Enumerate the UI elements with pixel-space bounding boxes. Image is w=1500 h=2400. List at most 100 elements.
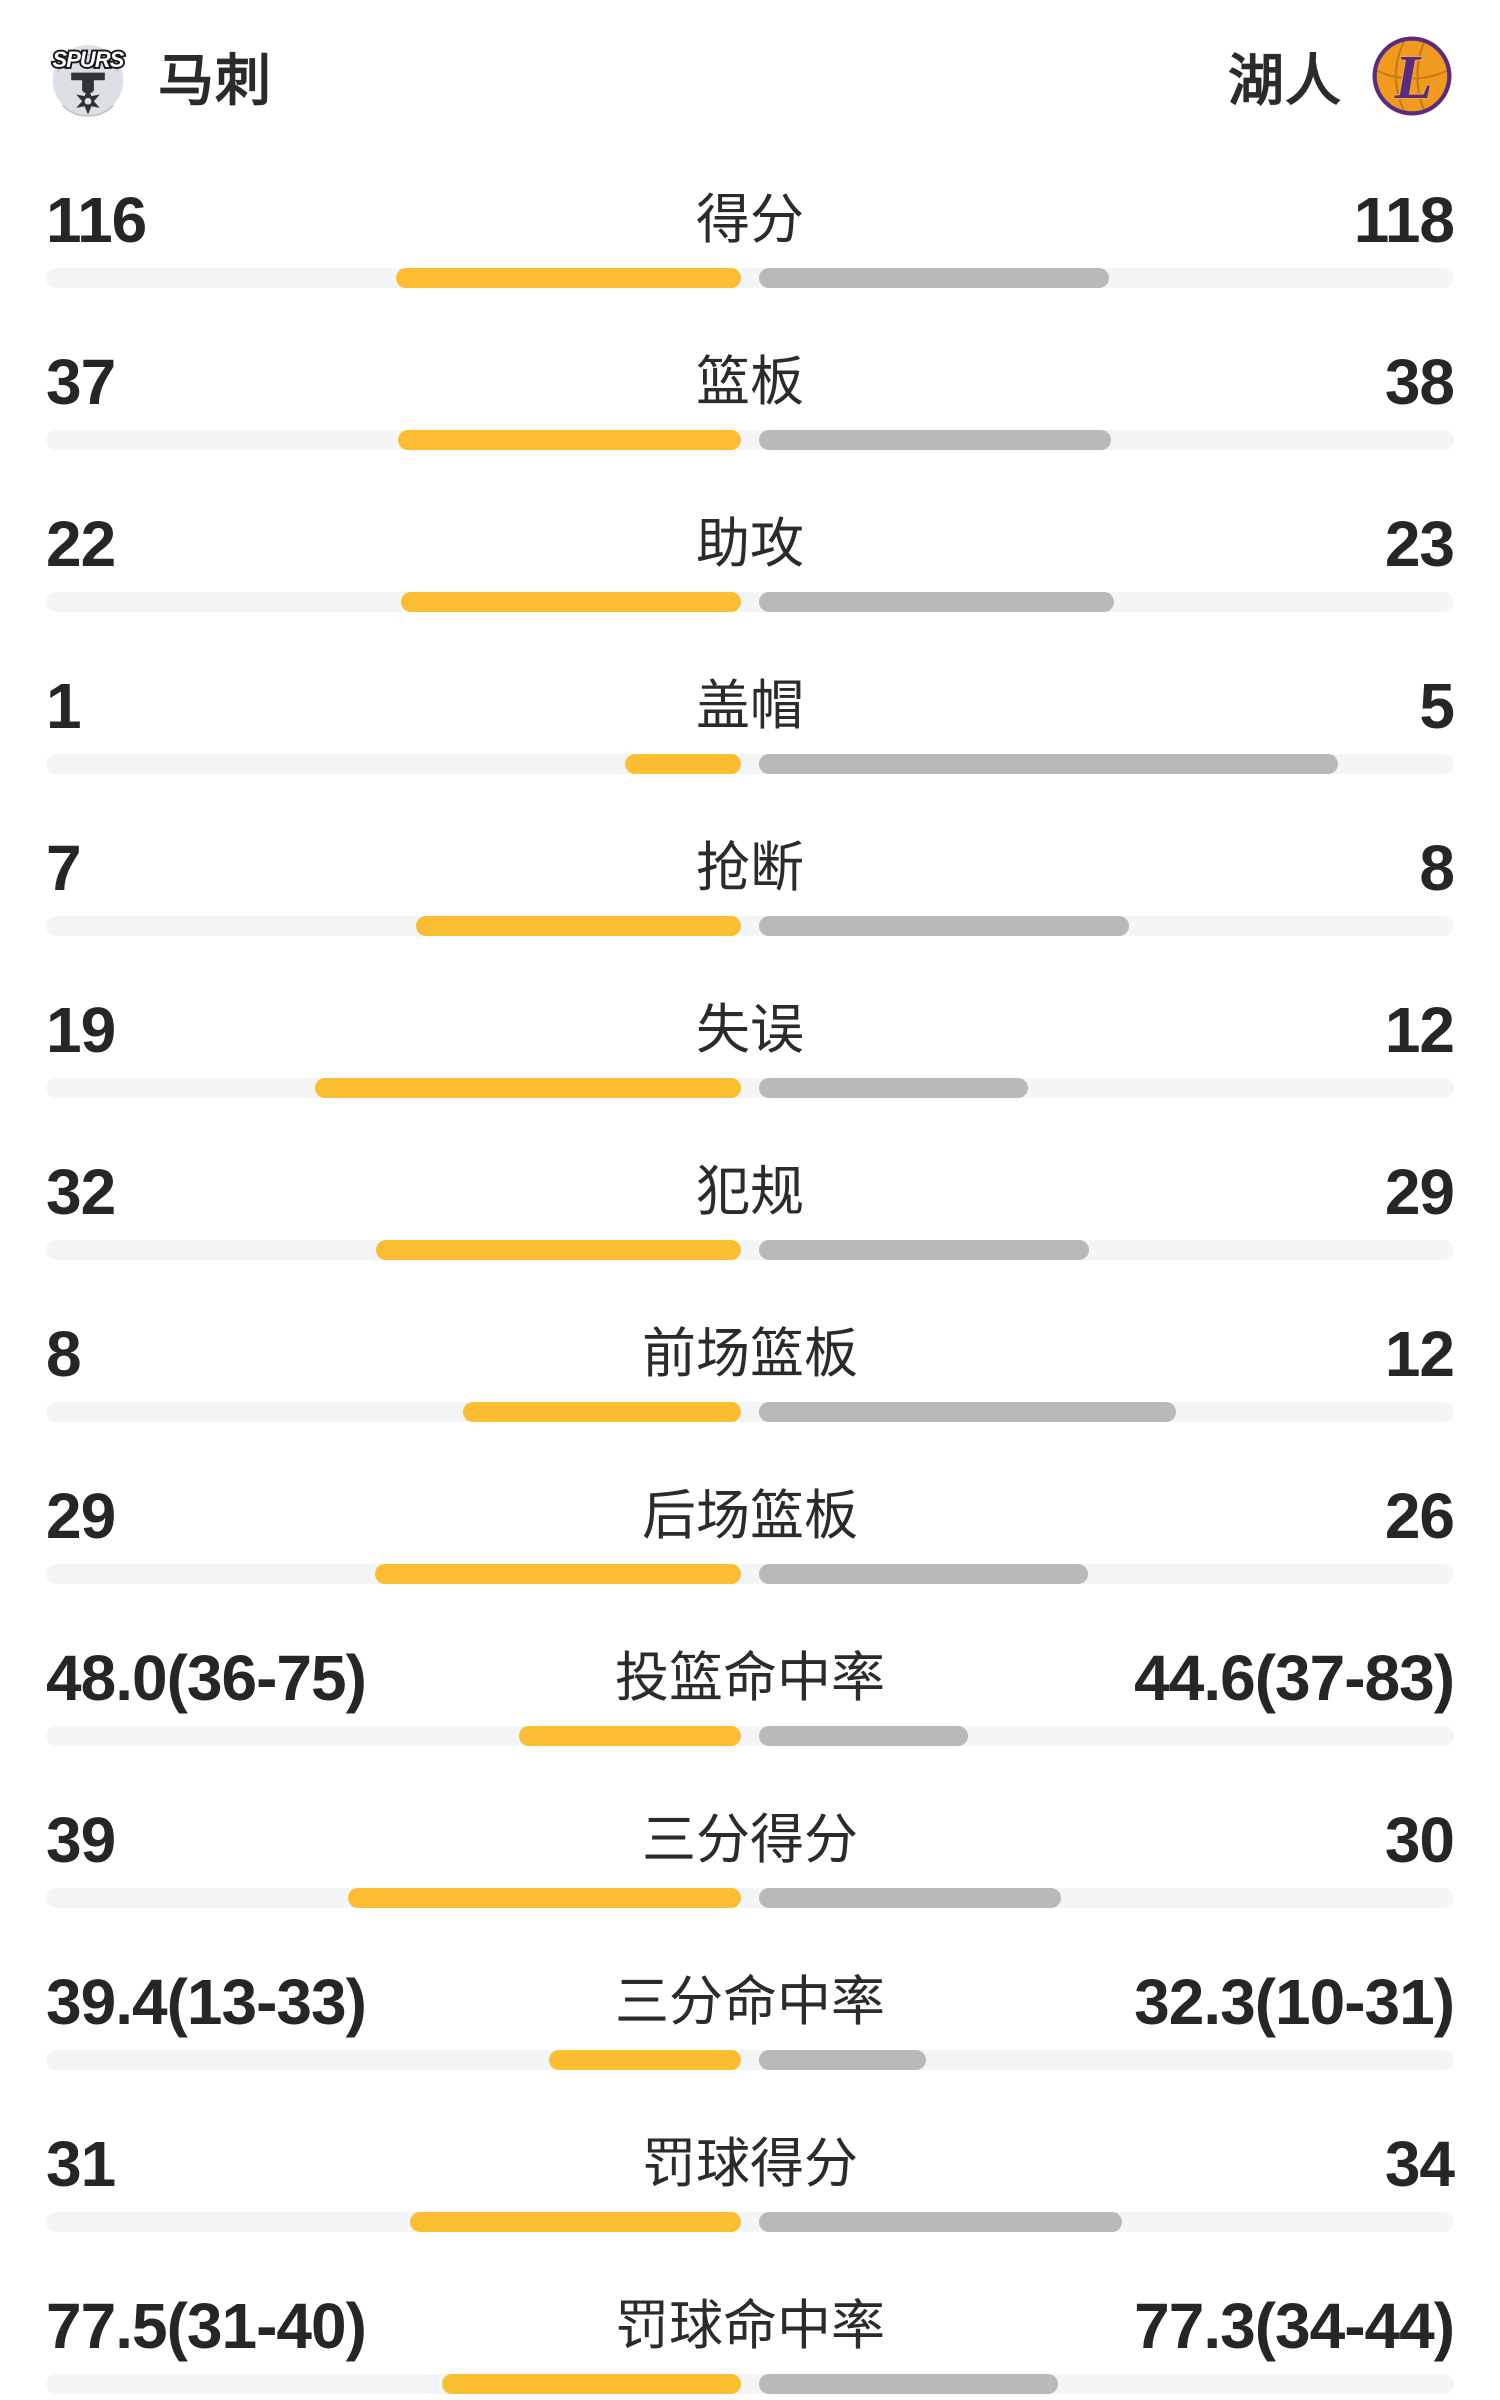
away-value: 26 [1384,1480,1455,1552]
away-bar-area [759,2050,1454,2070]
away-bar-area [759,1078,1454,1098]
away-value: 118 [1353,184,1455,256]
stat-bar-track [46,2374,1454,2394]
team-away-name: 湖人 [1228,48,1342,112]
team-away: 湖人 L [1228,34,1454,118]
stat-row: 32 犯规 29 [46,1098,1455,1260]
away-value: 77.3(34-44) [1134,2290,1455,2362]
stat-label: 篮板 [696,352,804,412]
away-value: 8 [1419,832,1455,904]
stat-bar-track [46,268,1454,288]
away-bar-area [759,916,1454,936]
stat-row: 39.4(13-33) 三分命中率 32.3(10-31) [46,1908,1455,2070]
home-bar-area [46,1564,741,1584]
home-bar [518,1726,741,1746]
home-bar-area [46,268,741,288]
home-bar [416,916,741,936]
stat-values-line: 8 前场篮板 12 [46,1322,1455,1386]
home-bar-area [46,1726,741,1746]
stat-bar-track [46,2050,1454,2070]
stat-row: 39 三分得分 30 [46,1746,1455,1908]
stat-label: 投篮命中率 [615,1648,885,1708]
home-value: 48.0(36-75) [46,1642,367,1714]
home-bar-area [46,754,741,774]
away-bar [759,268,1110,288]
stat-row: 37 篮板 38 [46,288,1455,450]
home-value: 19 [46,994,116,1066]
home-bar [463,1402,741,1422]
stat-bar-track [46,2212,1454,2232]
away-value: 5 [1419,670,1455,742]
stat-values-line: 37 篮板 38 [46,350,1455,414]
stat-values-line: 32 犯规 29 [46,1156,1455,1228]
away-bar [759,1402,1176,1422]
stat-values-line: 39 三分得分 30 [46,1804,1455,1876]
home-bar [398,430,741,450]
home-value: 32 [46,1156,116,1228]
home-value: 116 [46,184,147,256]
home-bar-area [46,1078,741,1098]
stat-bar-track [46,1564,1454,1584]
stat-label: 助攻 [696,514,804,574]
home-value: 1 [46,670,82,742]
stat-values-line: 19 失误 12 [46,994,1455,1066]
away-value: 44.6(37-83) [1134,1642,1455,1714]
away-bar-area [759,592,1454,612]
away-bar [759,1726,968,1746]
home-bar-area [46,592,741,612]
home-bar [396,268,741,288]
stat-bar-track [46,1726,1454,1746]
away-value: 34 [1384,2128,1455,2200]
home-bar [401,592,741,612]
home-bar-area [46,1888,741,1908]
home-bar-area [46,2374,741,2394]
stat-values-line: 116 得分 118 [46,184,1455,256]
away-bar [759,430,1112,450]
away-value: 29 [1384,1156,1455,1228]
home-bar [442,2374,741,2394]
away-bar-area [759,754,1454,774]
away-value: 12 [1384,994,1455,1066]
away-value: 23 [1384,508,1455,580]
home-value: 39 [46,1804,116,1876]
svg-text:L: L [1394,44,1433,112]
stat-label: 抢断 [696,838,804,898]
away-bar-area [759,2374,1454,2394]
away-bar [759,916,1130,936]
stat-values-line: 22 助攻 23 [46,508,1455,580]
stat-row: 48.0(36-75) 投篮命中率 44.6(37-83) [46,1584,1455,1746]
home-value: 31 [46,2128,116,2200]
stat-row: 22 助攻 23 [46,450,1455,612]
away-bar-area [759,1564,1454,1584]
home-bar [348,1888,741,1908]
stat-bar-track [46,754,1454,774]
home-bar-area [46,1240,741,1260]
home-bar-area [46,916,741,936]
stat-label: 罚球得分 [642,2134,858,2194]
stat-label: 后场篮板 [642,1486,858,1546]
away-bar [759,2374,1058,2394]
away-bar [759,1564,1088,1584]
home-value: 7 [46,832,82,904]
home-bar-area [46,2212,741,2232]
stat-bar-track [46,1888,1454,1908]
home-bar-area [46,1402,741,1422]
home-value: 29 [46,1480,116,1552]
stats-list: 116 得分 118 37 篮板 38 [46,126,1455,2394]
home-value: 39.4(13-33) [46,1966,367,2038]
stat-label: 前场篮板 [642,1324,858,1384]
away-bar [759,592,1115,612]
away-bar-area [759,1726,1454,1746]
team-home-name: 马刺 [158,48,272,112]
stat-bar-track [46,1078,1454,1098]
away-bar [759,1078,1028,1098]
lakers-logo: L [1372,36,1452,116]
home-bar [624,754,741,774]
stat-values-line: 31 罚球得分 34 [46,2128,1455,2200]
stat-bar-track [46,1402,1454,1422]
stat-values-line: 48.0(36-75) 投篮命中率 44.6(37-83) [46,1642,1455,1714]
stat-label: 犯规 [696,1162,804,1222]
stat-values-line: 7 抢断 8 [46,832,1455,904]
stat-bar-track [46,592,1454,612]
